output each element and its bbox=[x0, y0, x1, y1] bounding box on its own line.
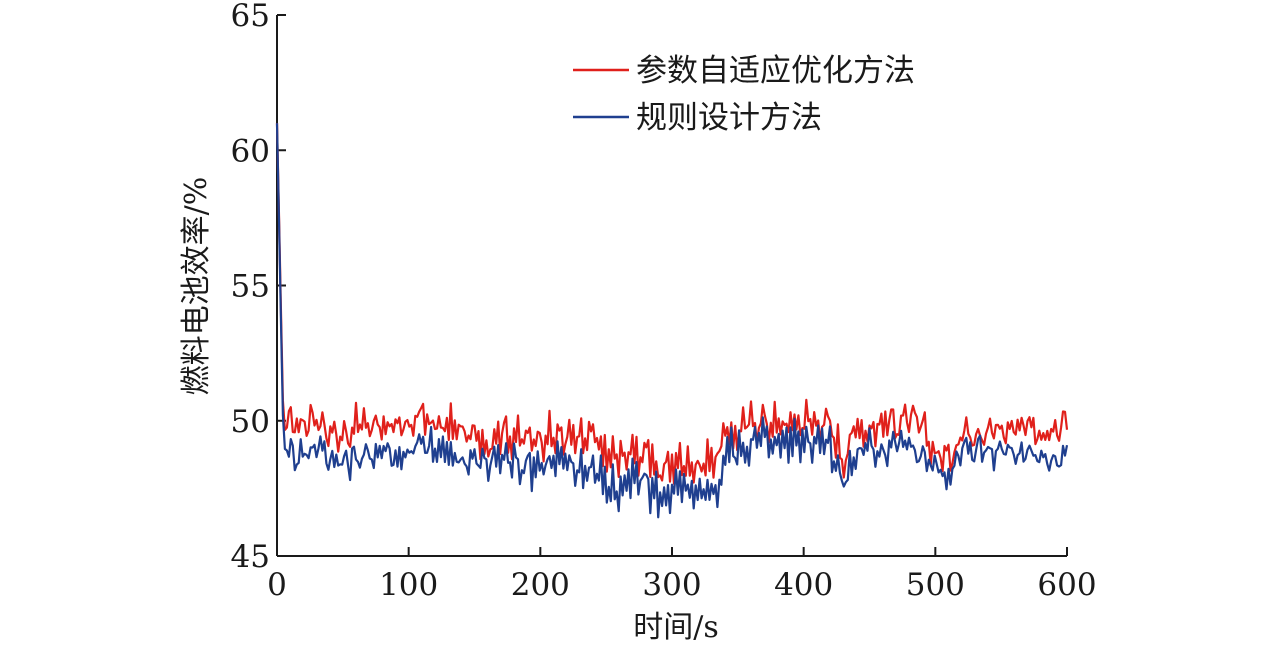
x-tick-label: 200 bbox=[511, 567, 570, 603]
x-tick-label: 100 bbox=[379, 567, 438, 603]
series-line bbox=[275, 123, 1069, 485]
y-tick-label: 55 bbox=[231, 269, 270, 305]
x-axis-label: 时间/s bbox=[633, 610, 719, 645]
y-tick-label: 50 bbox=[231, 404, 270, 440]
y-tick-label: 60 bbox=[231, 133, 270, 169]
series-lines bbox=[275, 123, 1069, 519]
legend-label: 规则设计方法 bbox=[636, 100, 822, 136]
y-axis-label: 燃料电池效率/% bbox=[179, 177, 214, 396]
y-tick-label: 45 bbox=[231, 539, 270, 575]
legend-label: 参数自适应优化方法 bbox=[636, 53, 915, 89]
x-tick-label: 300 bbox=[642, 567, 701, 603]
x-tick-label: 500 bbox=[906, 567, 965, 603]
series-line bbox=[275, 123, 1069, 519]
x-tick-label: 600 bbox=[1037, 567, 1096, 603]
y-tick-label: 65 bbox=[231, 0, 270, 34]
x-tick-label: 400 bbox=[774, 567, 833, 603]
axes: 0 100 200 300 400 500 600 45 50 55 60 65 bbox=[231, 0, 1097, 603]
x-tick-label: 0 bbox=[267, 567, 287, 603]
